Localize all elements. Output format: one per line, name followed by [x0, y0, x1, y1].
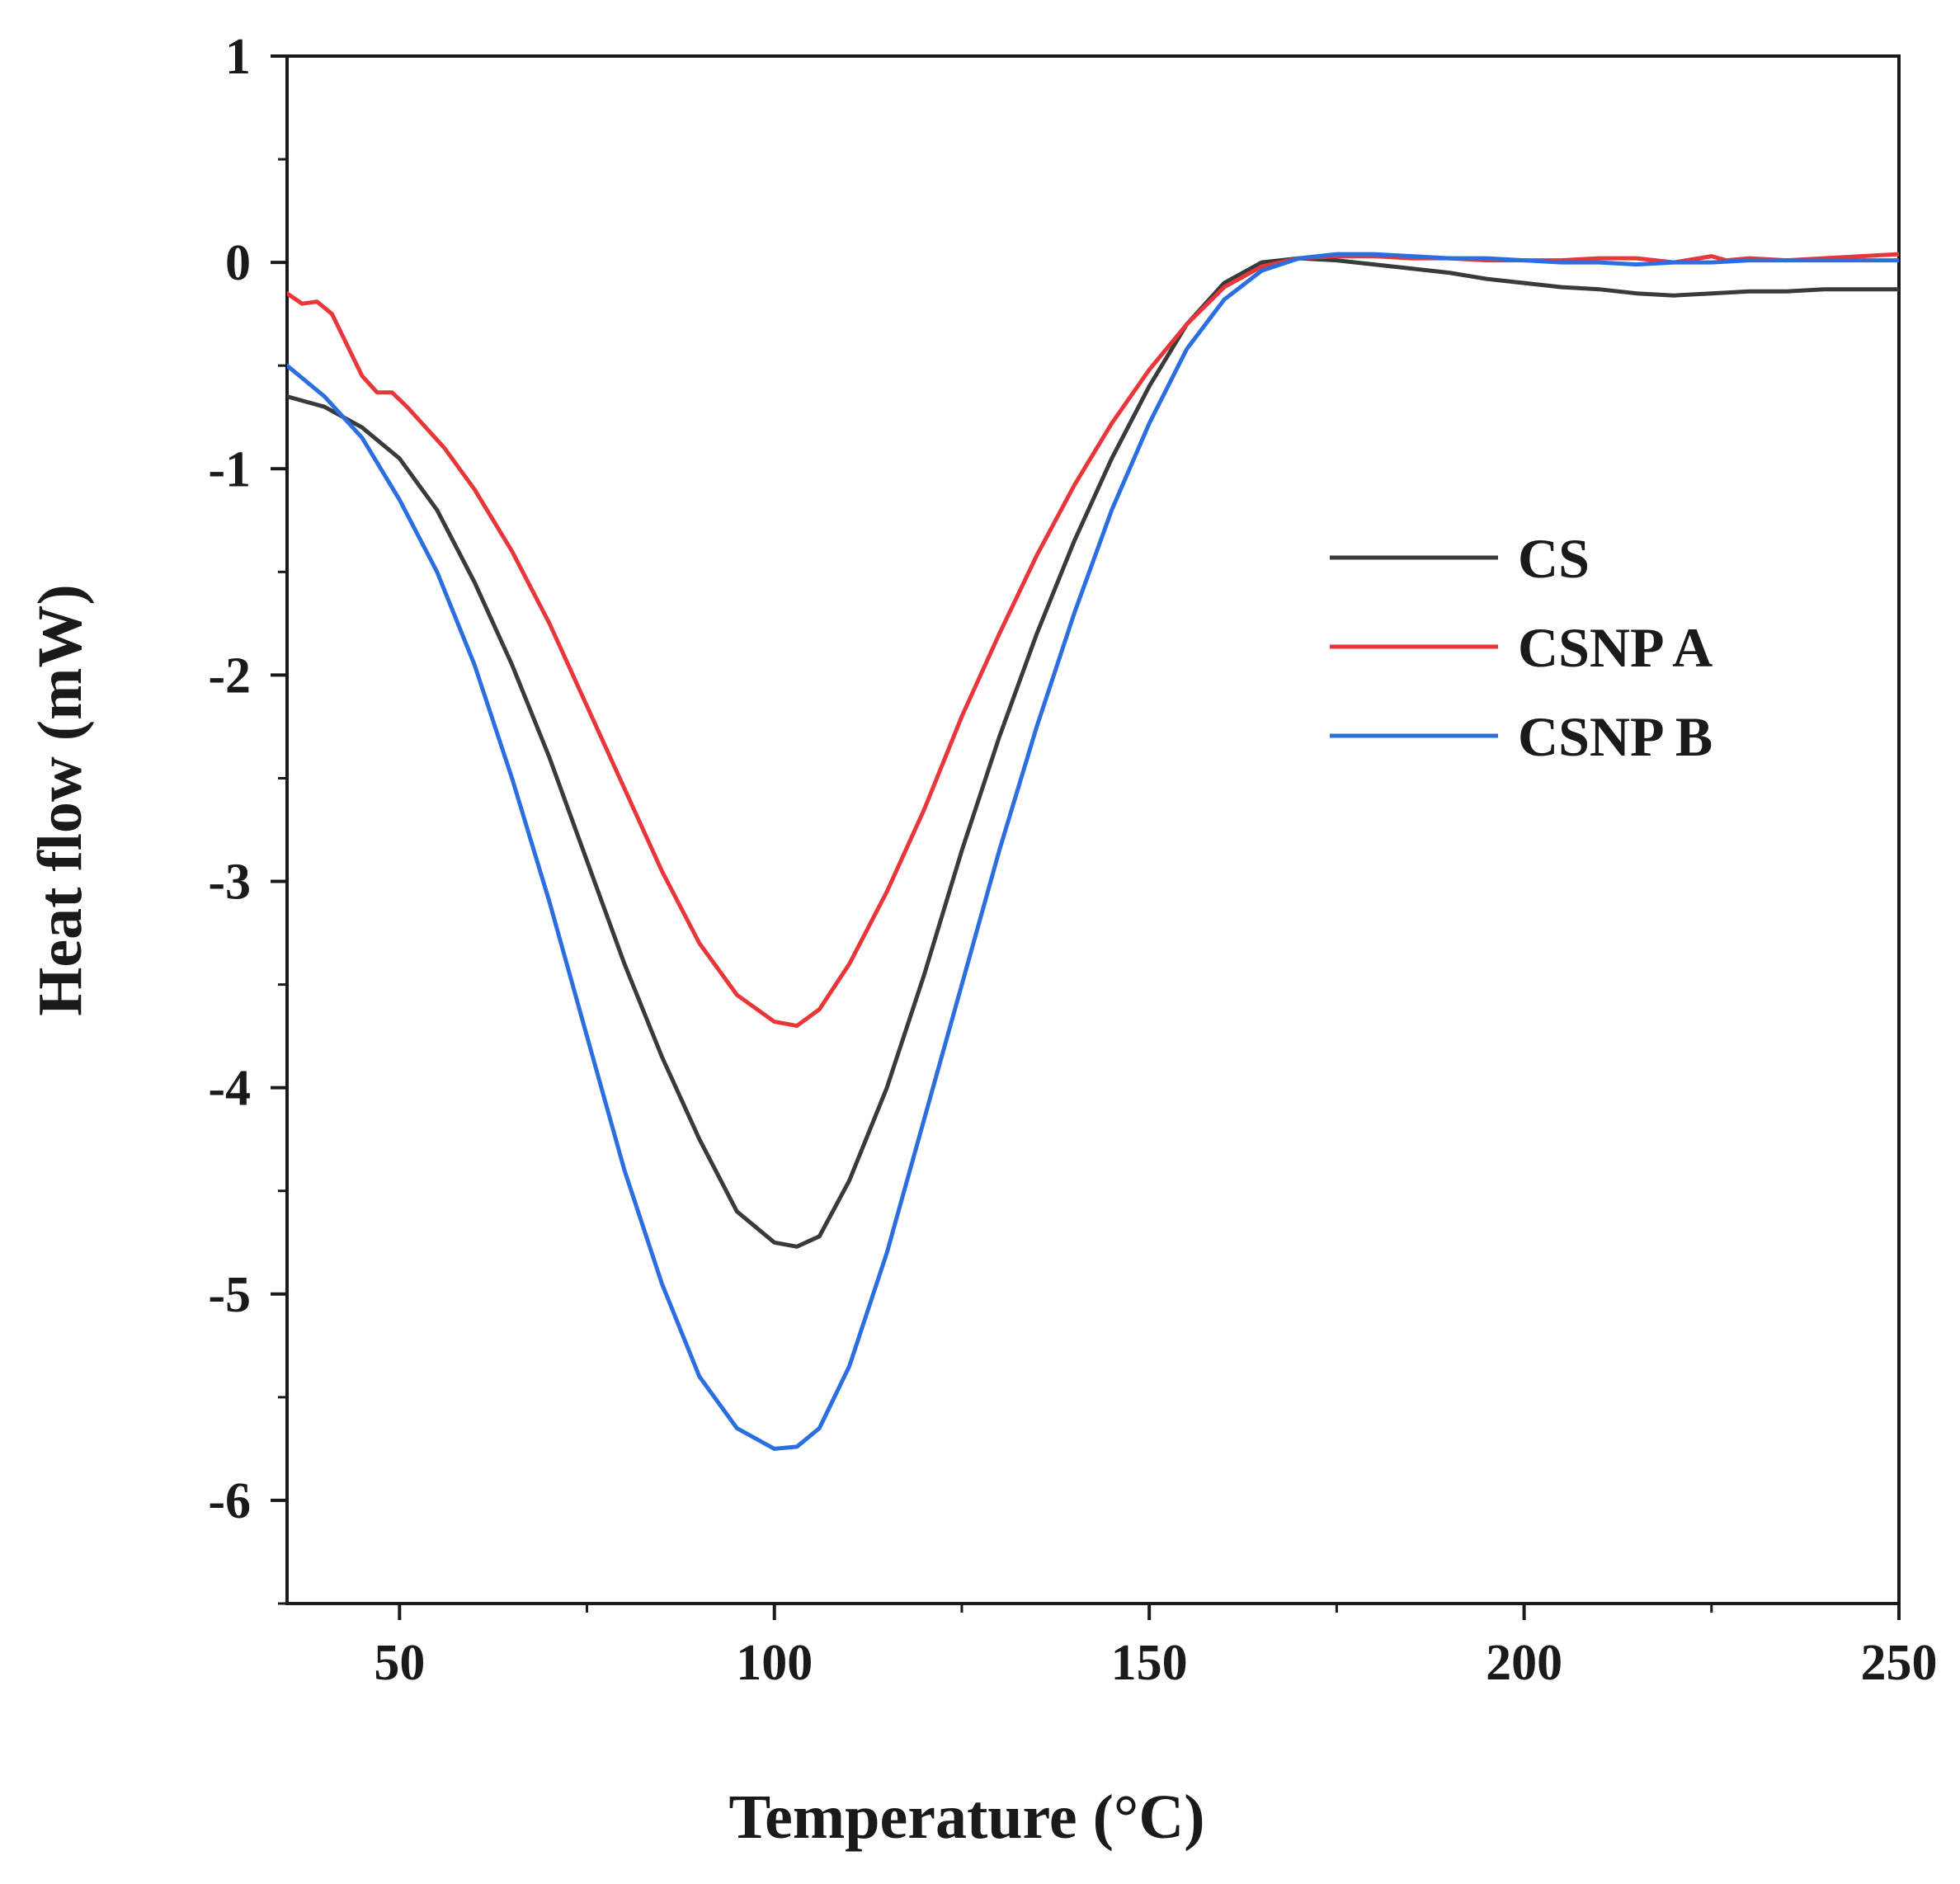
- x-tick-label: 200: [1486, 1635, 1562, 1691]
- plot-border: [285, 54, 1901, 1605]
- series-line-csnp-b: [287, 252, 1899, 1451]
- series-line-cs: [287, 256, 1899, 1249]
- x-tick-label: 50: [374, 1635, 425, 1691]
- legend: CS CSNP A CSNP B: [1330, 527, 1713, 768]
- y-tick-label: -4: [208, 1061, 251, 1117]
- legend-label-cs: CS: [1518, 527, 1590, 590]
- x-tick-label: 250: [1861, 1635, 1938, 1691]
- y-tick-label: -2: [208, 648, 251, 704]
- x-axis-title: Temperature (°C): [728, 1783, 1204, 1852]
- legend-label-csnp-b: CSNP B: [1518, 705, 1713, 768]
- legend-label-csnp-a: CSNP A: [1518, 616, 1713, 679]
- series-layer: [287, 252, 1899, 1451]
- y-tick-label: -3: [208, 855, 251, 911]
- x-tick-label: 100: [736, 1635, 813, 1691]
- x-tick-label: 150: [1111, 1635, 1188, 1691]
- y-tick-label: 0: [225, 235, 251, 291]
- y-axis-title: Heat flow (mW): [26, 584, 95, 1015]
- y-tick-label: -5: [208, 1267, 251, 1323]
- plot-frame: [285, 54, 1901, 1605]
- y-tick-label: -6: [208, 1473, 251, 1529]
- ticks-layer: 50 100 150 200 250 1 0 -1 -2 -3 -4 -5 -6: [208, 29, 1937, 1691]
- series-line-csnp-a: [287, 252, 1899, 1029]
- y-tick-label: 1: [225, 29, 251, 85]
- y-tick-label: -1: [208, 441, 251, 497]
